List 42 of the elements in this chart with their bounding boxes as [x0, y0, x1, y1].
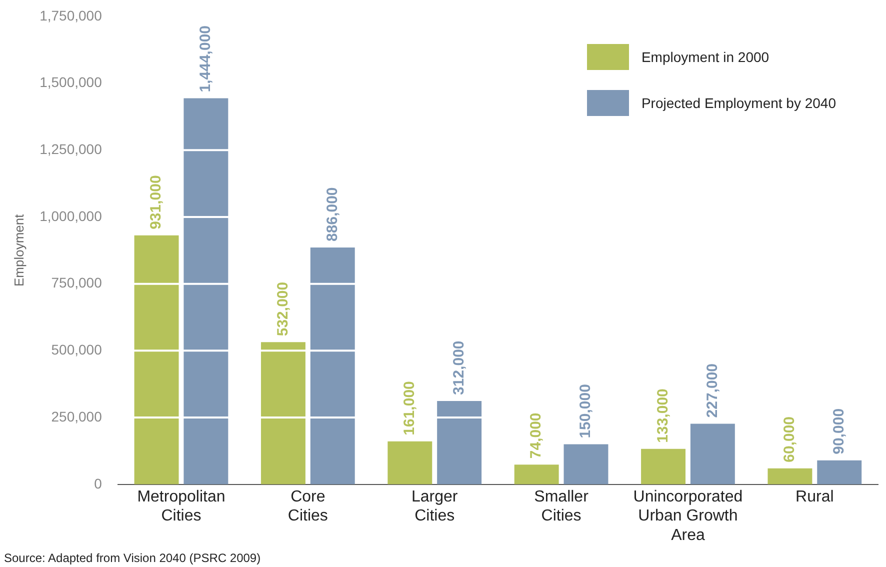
data-label: 133,000	[654, 388, 672, 443]
data-label: 312,000	[450, 340, 468, 395]
bar	[514, 464, 559, 484]
data-label: 1,444,000	[197, 26, 214, 92]
x-tick-label: Smaller Cities	[534, 488, 590, 525]
data-label: 60,000	[781, 416, 798, 462]
x-tick-label: Unincorporated Urban Growth Area	[633, 488, 743, 544]
y-tick-label: 1,250,000	[40, 140, 102, 157]
y-tick-label: 0	[94, 475, 102, 492]
y-tick-label: 500,000	[51, 342, 102, 358]
y-axis-title: Employment	[11, 214, 26, 287]
bar	[690, 424, 735, 484]
data-label: 90,000	[830, 408, 848, 454]
bar	[768, 468, 812, 484]
data-label: 532,000	[274, 282, 292, 336]
y-tick-label: 1,500,000	[40, 74, 102, 90]
y-tick-label: 1,750,000	[40, 7, 102, 24]
bar	[184, 98, 228, 484]
bar	[388, 441, 432, 484]
data-label: 227,000	[704, 363, 721, 418]
bar	[437, 400, 482, 484]
bar	[134, 235, 179, 484]
legend-label: Employment in 2000	[641, 49, 770, 65]
x-tick-label: Larger Cities	[411, 488, 458, 525]
source-note: Source: Adapted from Vision 2040 (PSRC 2009)	[4, 551, 261, 565]
bar	[641, 448, 686, 484]
legend-label: Projected Employment by 2040	[641, 95, 836, 111]
y-tick-label: 1,000,000	[40, 208, 102, 224]
bar	[260, 342, 306, 484]
bar	[564, 444, 608, 484]
data-label: 886,000	[324, 187, 341, 242]
x-tick-label: Metropolitan Cities	[137, 488, 226, 525]
y-tick-label: 750,000	[51, 274, 102, 291]
bar	[817, 460, 862, 484]
data-label: 150,000	[577, 384, 594, 438]
bar	[310, 247, 355, 484]
data-label: 931,000	[148, 175, 165, 230]
data-label: 161,000	[401, 381, 418, 436]
x-tick-label: Rural	[796, 488, 834, 506]
data-label: 74,000	[528, 412, 545, 459]
y-tick-label: 250,000	[51, 408, 102, 424]
x-tick-label: Core Cities	[288, 488, 328, 525]
